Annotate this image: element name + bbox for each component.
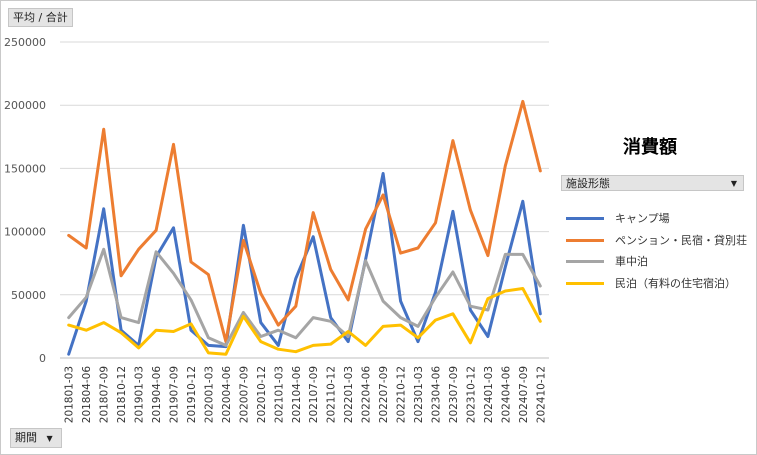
x-tick-label: 202410-12 [535, 366, 547, 423]
facility-filter-label: 施設形態 [566, 177, 610, 190]
series-line-2 [67, 247, 542, 347]
legend-label: 民泊（有料の住宅宿泊） [615, 276, 736, 290]
x-tick-label: 202101-03 [273, 366, 285, 423]
legend-label: キャンプ場 [615, 212, 670, 225]
x-tick-label: 201907-09 [169, 366, 181, 423]
gridlines [60, 41, 549, 359]
legend-label: 車中泊 [615, 255, 648, 268]
x-tick-label: 202210-12 [396, 366, 408, 423]
x-tick-label: 202310-12 [465, 366, 477, 423]
y-axis-ticks: 0 50000 100000 150000 200000 250000 [4, 36, 46, 365]
x-tick-label: 201910-12 [186, 366, 198, 423]
legend-label: ペンション・民宿・貸別荘 [615, 233, 747, 247]
x-tick-label: 202207-09 [378, 366, 390, 423]
chevron-down-icon: ▼ [730, 179, 737, 188]
x-tick-label: 202307-09 [448, 366, 460, 423]
x-tick-label: 202301-03 [413, 366, 425, 423]
legend-swatch [566, 260, 604, 263]
y-tick-label: 100000 [4, 226, 46, 239]
legend-swatch [566, 238, 604, 242]
x-tick-label: 202001-03 [203, 366, 215, 423]
y-tick-label: 50000 [11, 289, 46, 302]
x-tick-label: 201810-12 [116, 366, 128, 423]
x-tick-label: 202201-03 [343, 366, 355, 423]
x-tick-label: 202004-06 [221, 366, 233, 424]
chart-title: 消費額 [623, 137, 677, 158]
x-tick-label: 202110-12 [326, 366, 338, 423]
period-field-button[interactable]: 期間 ▼ [10, 428, 62, 448]
x-tick-label: 202107-09 [308, 366, 320, 423]
x-tick-label: 201807-09 [99, 366, 111, 423]
x-tick-label: 202404-06 [500, 366, 512, 424]
x-tick-label: 202007-09 [238, 366, 250, 423]
y-tick-label: 250000 [4, 36, 46, 49]
series-line-3 [67, 287, 542, 356]
y-tick-label: 150000 [4, 162, 46, 175]
chevron-down-icon: ▼ [46, 434, 53, 443]
x-tick-label: 202104-06 [291, 366, 303, 424]
facility-filter-button[interactable]: 施設形態 ▼ [561, 175, 744, 191]
x-tick-label: 202204-06 [361, 366, 373, 424]
aggregate-field-button[interactable]: 平均 / 合計 [8, 8, 73, 27]
x-tick-label: 202304-06 [430, 366, 442, 424]
y-tick-label: 0 [39, 352, 46, 365]
aggregate-field-label: 平均 / 合計 [13, 11, 68, 24]
x-tick-label: 202407-09 [518, 366, 530, 423]
x-tick-label: 201804-06 [81, 366, 93, 424]
x-tick-label: 202010-12 [256, 366, 268, 423]
x-axis-ticks: 201801-03 201804-06 201807-09 201810-12 2019… [64, 366, 548, 424]
legend-swatch [566, 281, 604, 285]
x-tick-label: 201901-03 [134, 366, 146, 423]
series-lines [67, 99, 542, 356]
x-tick-label: 202401-03 [483, 366, 495, 423]
period-field-label: 期間 [15, 431, 37, 444]
x-tick-label: 201801-03 [64, 366, 76, 423]
y-tick-label: 200000 [4, 99, 46, 112]
legend-swatch [566, 217, 604, 220]
series-line-1 [67, 99, 542, 344]
x-tick-label: 201904-06 [151, 366, 163, 424]
